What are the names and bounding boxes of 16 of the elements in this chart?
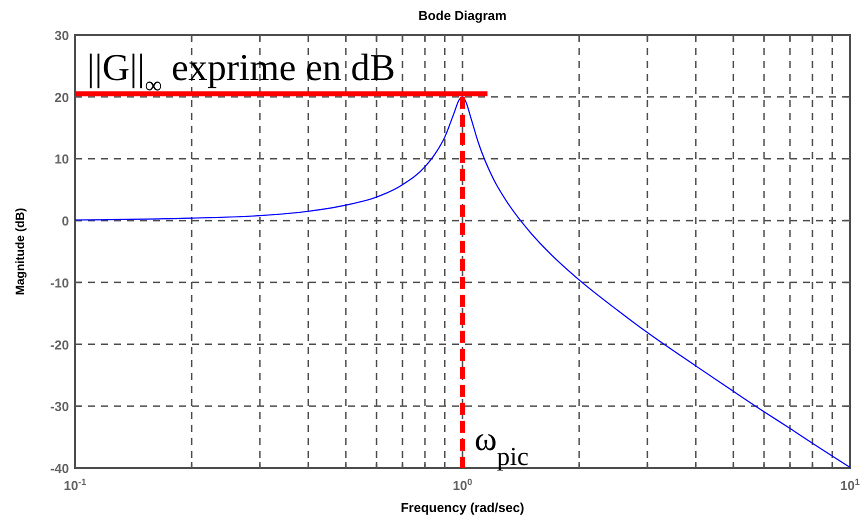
x-tick-label: 10$^{0}$ (452, 477, 472, 493)
y-tick-label: 10 (54, 152, 69, 167)
annotation: ω$_{pic}$ (474, 421, 529, 470)
annotation: ||G||$_{∞}$ exprime en dB (87, 46, 396, 99)
x-axis-title: Frequency (rad/sec) (400, 500, 524, 515)
y-tick-label: -10 (50, 275, 69, 290)
chart-title: Bode Diagram (418, 8, 507, 23)
y-tick-label: 20 (54, 90, 69, 105)
y-tick-label: -20 (50, 337, 69, 352)
y-tick-label: -30 (50, 399, 69, 414)
x-tick-label: 10$^{1}$ (840, 477, 860, 493)
y-tick-label: -40 (50, 461, 69, 476)
x-tick-label: 10$^{-1}$ (64, 477, 86, 493)
y-axis-title: Magnitude (dB) (13, 208, 27, 296)
y-tick-label: 0 (62, 214, 69, 229)
y-tick-label: 30 (54, 28, 69, 43)
